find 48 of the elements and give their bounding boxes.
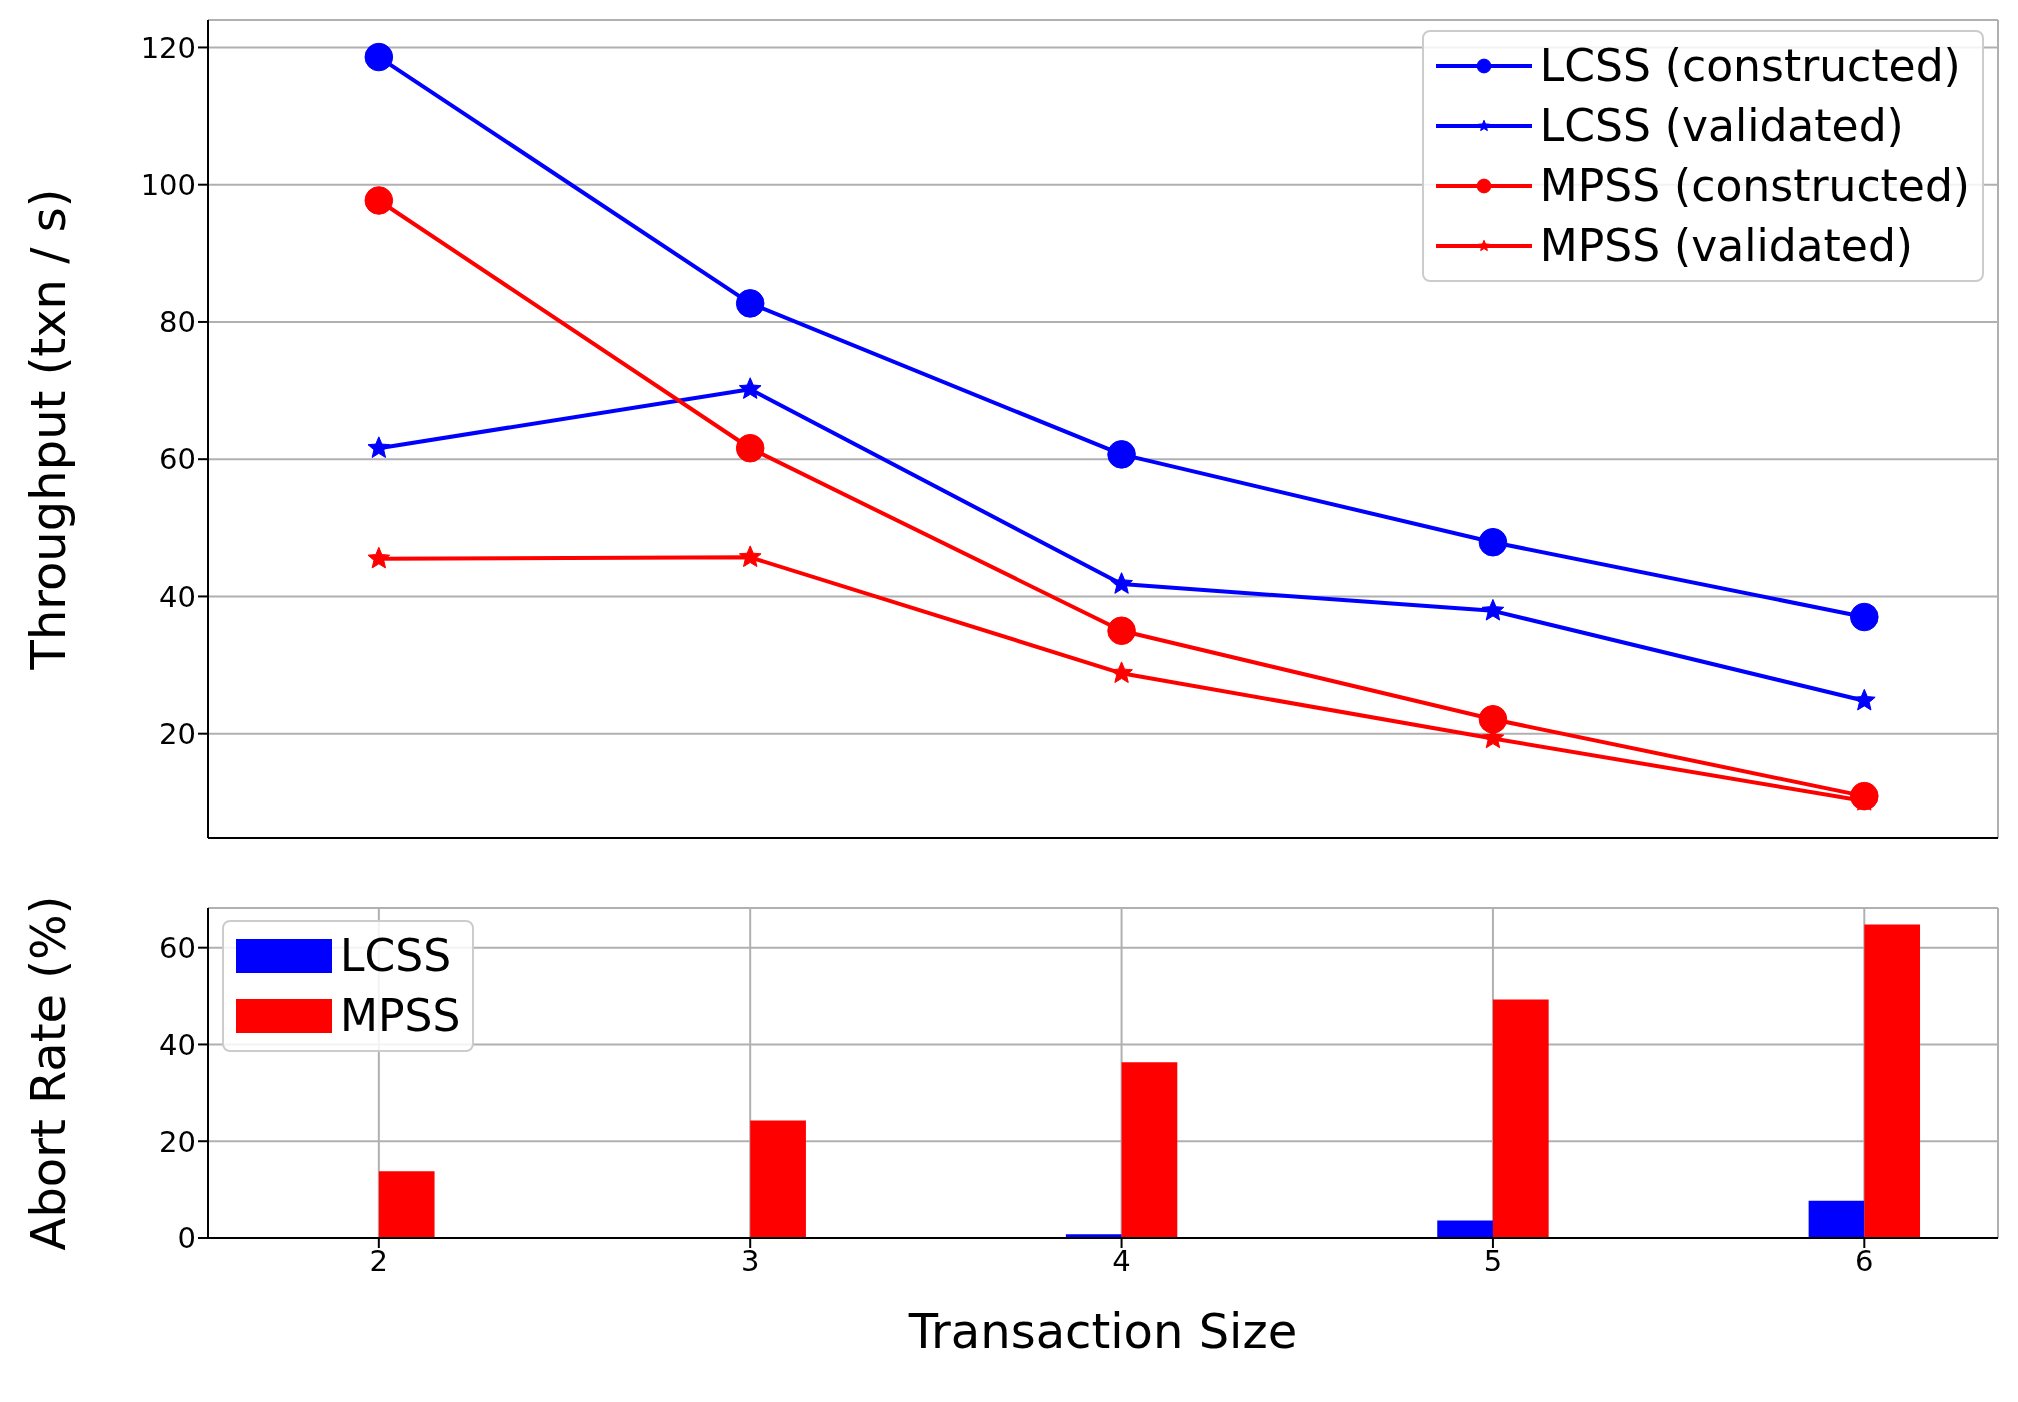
y-tick-label: 0 [177, 1221, 196, 1256]
x-tick-label: 5 [1483, 1243, 1503, 1278]
point [1852, 688, 1876, 711]
bar [1492, 999, 1549, 1238]
y-tick-label: 100 [140, 167, 196, 202]
x-tick-label: 6 [1855, 1243, 1874, 1278]
bar [378, 1171, 435, 1238]
y-tick-label: 120 [140, 30, 196, 65]
x-tick-label: 4 [1112, 1243, 1131, 1278]
y-axis-title: Throughput (txn / s) [20, 188, 77, 671]
y-tick-label: 60 [159, 442, 196, 477]
bar [1864, 924, 1921, 1238]
legend-label: LCSS (validated) [1539, 99, 1904, 153]
y-tick-label: 20 [159, 716, 196, 751]
point [1850, 602, 1879, 632]
point [364, 42, 394, 72]
legend-label: MPSS [340, 989, 461, 1043]
point [735, 433, 765, 463]
y-tick-label: 60 [159, 930, 196, 965]
x-tick-label: 3 [740, 1243, 760, 1278]
legend-label: LCSS (constructed) [1539, 39, 1961, 93]
point [738, 377, 762, 399]
bar [1437, 1220, 1493, 1238]
y-axis-title: Abort Rate (%) [20, 895, 77, 1251]
point [1478, 527, 1508, 557]
point [1107, 440, 1136, 469]
point [364, 186, 394, 215]
point [367, 546, 391, 569]
bar [1121, 1062, 1178, 1238]
x-axis-title: Transaction Size [907, 1303, 1298, 1359]
point [1110, 572, 1133, 594]
x-tick-label: 2 [369, 1243, 389, 1278]
bar [1808, 1200, 1865, 1238]
point [738, 545, 762, 568]
point [1110, 661, 1133, 684]
y-tick-label: 40 [159, 579, 196, 614]
legend-label: MPSS (validated) [1539, 219, 1913, 273]
y-tick-label: 20 [159, 1124, 196, 1159]
point [1478, 704, 1508, 734]
y-tick-label: 40 [159, 1027, 196, 1062]
bar [750, 1120, 806, 1238]
point [1481, 598, 1505, 621]
point [1107, 616, 1136, 646]
legend-label: MPSS (constructed) [1539, 159, 1970, 213]
legend-label: LCSS [340, 929, 452, 983]
point [735, 289, 765, 318]
y-tick-label: 80 [159, 305, 196, 340]
point [367, 436, 391, 458]
